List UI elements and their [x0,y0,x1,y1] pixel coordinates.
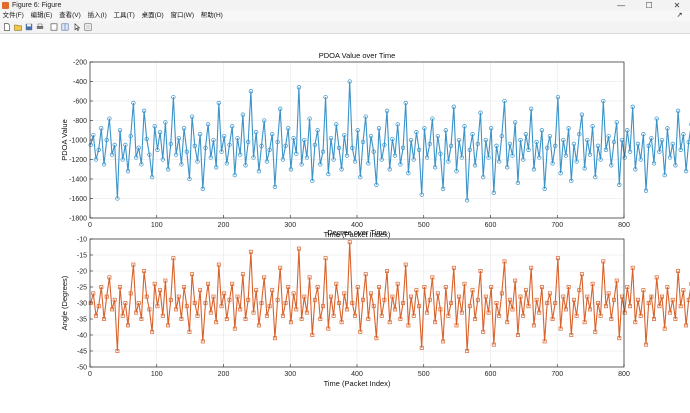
degree-xtick-label: 300 [284,371,296,378]
degree-x-axis-label: Time (Packet Index) [324,379,391,388]
degree-ytick-label: -15 [77,253,87,260]
menu-file[interactable]: 文件(F) [0,11,26,21]
menu-help[interactable]: 帮助(H) [198,11,225,21]
window-titlebar: Figure 6: Figure — ☐ ✕ [0,0,690,11]
pdoa-ytick-label: -1600 [69,196,87,203]
menu-tools[interactable]: 工具(T) [111,11,137,21]
pdoa-xtick-label: 300 [284,222,296,229]
pdoa-chart-title: PDOA Value over Time [319,51,396,60]
degree-ytick-label: -50 [77,365,87,372]
pdoa-y-axis-label: PDOA Value [60,119,69,161]
pdoa-ytick-label: -1400 [69,177,87,184]
new-file-icon[interactable] [3,23,11,31]
degree-xtick-label: 700 [551,371,563,378]
degree-ytick-label: -20 [77,269,87,276]
pdoa-xtick-label: 200 [218,222,230,229]
menu-view[interactable]: 查看(V) [57,11,84,21]
degree-xtick-label: 200 [218,371,230,378]
menu-bar: 文件(F) 编辑(E) 查看(V) 插入(I) 工具(T) 桌面(D) 窗口(W… [0,11,690,21]
link-plot-icon[interactable] [50,23,58,31]
matlab-app-icon [2,2,9,9]
menu-desktop[interactable]: 桌面(D) [139,11,166,21]
pdoa-ytick-label: -1200 [69,157,87,164]
pointer-icon[interactable] [73,23,81,31]
degree-y-axis-label: Angle (Degrees) [60,275,69,330]
degree-ytick-label: -40 [77,333,87,340]
pdoa-ytick-label: -800 [73,118,87,125]
window-controls: — ☐ ✕ [608,0,690,11]
save-icon[interactable] [25,23,33,31]
degree-ytick-label: -30 [77,301,87,308]
degree-xtick-label: 0 [88,371,92,378]
pdoa-xtick-label: 700 [551,222,563,229]
pdoa-xtick-label: 800 [618,222,630,229]
pdoa-xtick-label: 100 [151,222,163,229]
pdoa-ytick-label: -200 [73,60,87,67]
property-editor-icon[interactable] [84,23,92,31]
degree-xtick-label: 100 [151,371,163,378]
degree-xtick-label: 500 [418,371,430,378]
degree-ytick-label: -10 [77,237,87,244]
menu-window[interactable]: 窗口(W) [168,11,196,21]
degree-xtick-label: 400 [351,371,363,378]
menu-insert[interactable]: 插入(I) [85,11,109,21]
window-title: Figure 6: Figure [12,0,61,11]
layout-icon[interactable] [61,23,69,31]
degree-ytick-label: -35 [77,317,87,324]
pdoa-xtick-label: 500 [418,222,430,229]
pdoa-ytick-label: -400 [73,79,87,86]
pdoa-ytick-label: -1800 [69,216,87,223]
pdoa-ytick-label: -1000 [69,138,87,145]
degree-ytick-label: -45 [77,349,87,356]
maximize-button[interactable]: ☐ [636,0,662,11]
degree-chart-title: Degree over Time [327,228,387,237]
degree-xtick-label: 600 [485,371,497,378]
degree-xtick-label: 800 [618,371,630,378]
pdoa-xtick-label: 0 [88,222,92,229]
pdoa-ytick-label: -600 [73,99,87,106]
degree-ytick-label: -25 [77,285,87,292]
close-button[interactable]: ✕ [664,0,690,11]
pdoa-xtick-label: 600 [485,222,497,229]
degree-axes: 0 100 200 300 400 500 600 700 800 -10 -15 -20 -25 -30… [60,228,690,388]
dock-arrow-icon[interactable]: ↗ [674,11,685,21]
print-icon[interactable] [36,23,44,31]
toolbar [0,21,690,34]
menu-edit[interactable]: 编辑(E) [28,11,55,21]
open-folder-icon[interactable] [14,23,22,31]
minimize-button[interactable]: — [608,0,634,11]
